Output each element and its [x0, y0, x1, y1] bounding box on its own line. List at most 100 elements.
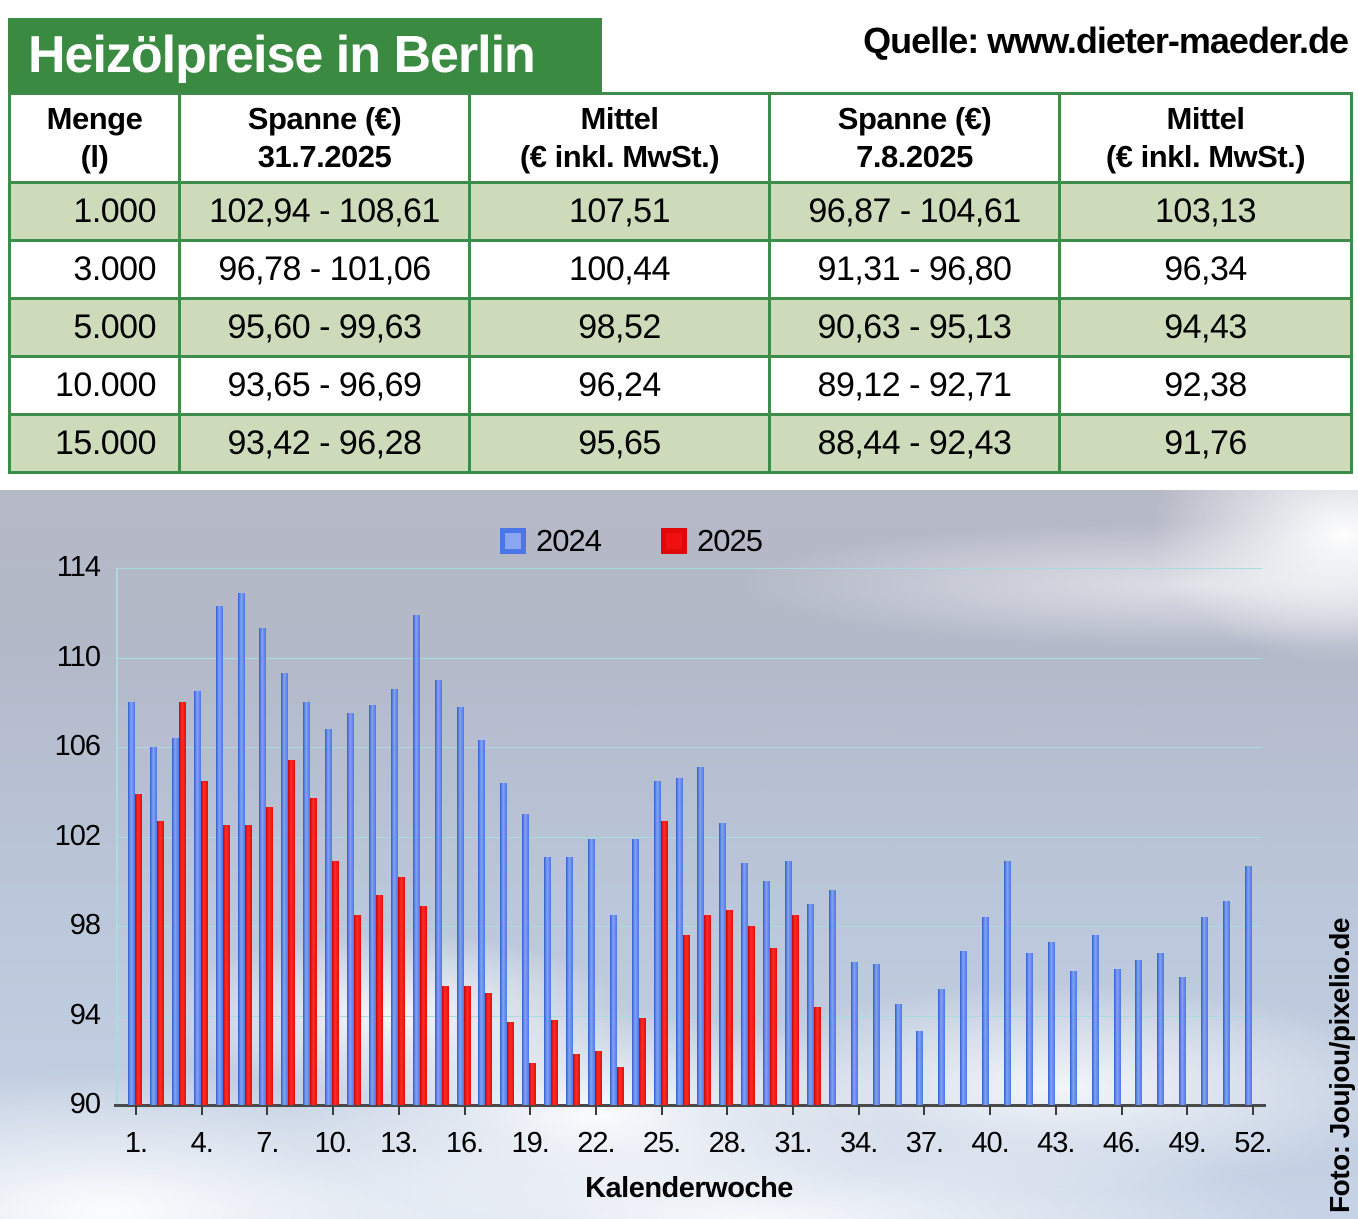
x-tick-40 — [989, 1106, 992, 1115]
x-tick-label-22: 22. — [577, 1127, 615, 1159]
y-tick-label-110: 110 — [56, 640, 101, 673]
x-tick-52 — [1251, 1106, 1254, 1115]
bar-2024-week-48 — [1157, 952, 1165, 1105]
table-cell: 5.000 — [8, 297, 181, 358]
bar-2024-week-25 — [653, 780, 661, 1105]
x-tick-label-31: 31. — [774, 1127, 812, 1159]
bar-2025-week-22 — [594, 1051, 602, 1105]
x-tick-label-40: 40. — [971, 1127, 1009, 1159]
table-cell: 89,12 - 92,71 — [768, 355, 1061, 416]
bar-2025-week-23 — [616, 1066, 624, 1105]
gridline-98 — [116, 926, 1262, 927]
col-header-line: Mittel — [580, 101, 659, 136]
x-tick-34 — [857, 1106, 860, 1115]
bar-2024-week-2 — [149, 747, 157, 1105]
x-tick-49 — [1186, 1106, 1189, 1115]
page-title: Heizölpreise in Berlin — [28, 26, 536, 84]
bar-2024-week-21 — [566, 856, 573, 1105]
photo-credit: Foto: Joujou/pixelio.de — [1324, 918, 1355, 1213]
bar-2024-week-31 — [785, 861, 792, 1105]
table-row: 15.000 93,42 - 96,28 95,65 88,44 - 92,43 91,… — [8, 413, 1353, 474]
bar-2024-week-37 — [916, 1031, 924, 1105]
legend-swatch-2024 — [500, 528, 526, 554]
bar-2025-week-27 — [704, 914, 712, 1105]
bar-2024-week-50 — [1201, 917, 1209, 1105]
bar-2025-week-3 — [178, 702, 186, 1105]
bar-2025-week-10 — [332, 861, 340, 1105]
price-table: Menge (l) Spanne (€) 31.7.2025 Mittel (€… — [8, 92, 1353, 474]
bar-2024-week-5 — [215, 606, 223, 1105]
table-row: 10.000 93,65 - 96,69 96,24 89,12 - 92,71 92,… — [8, 355, 1353, 416]
gridline-114 — [116, 568, 1262, 569]
x-tick-37 — [923, 1106, 926, 1115]
bar-2024-week-13 — [390, 688, 398, 1105]
bar-2025-week-28 — [726, 910, 734, 1105]
bar-2025-week-32 — [813, 1006, 821, 1105]
bar-2025-week-25 — [660, 820, 668, 1105]
x-tick-25 — [660, 1106, 663, 1115]
bar-2024-week-15 — [434, 679, 442, 1105]
x-tick-label-43: 43. — [1037, 1127, 1075, 1159]
bar-2025-week-4 — [200, 780, 208, 1105]
x-tick-label-34: 34. — [840, 1127, 878, 1159]
gridline-106 — [116, 747, 1262, 748]
x-tick-label-4: 4. — [190, 1127, 214, 1159]
bar-2025-week-19 — [529, 1062, 537, 1105]
table-cell: 102,94 - 108,61 — [178, 181, 471, 242]
x-tick-label-16: 16. — [445, 1127, 484, 1159]
x-tick-label-49: 49. — [1168, 1127, 1207, 1159]
table-row: 5.000 95,60 - 99,63 98,52 90,63 - 95,13 94,4… — [8, 297, 1353, 358]
bar-2024-week-28 — [719, 823, 727, 1105]
bar-2024-week-52 — [1244, 865, 1252, 1105]
col-header-line: (l) — [80, 139, 109, 174]
x-tick-label-37: 37. — [905, 1127, 944, 1159]
col-header-menge: Menge (l) — [8, 92, 181, 184]
legend-label-2025: 2025 — [696, 523, 763, 558]
y-tick-label-106: 106 — [54, 730, 101, 762]
bar-2025-week-14 — [419, 905, 427, 1105]
legend-item-2025: 2025 — [660, 523, 763, 559]
bar-2024-week-14 — [412, 615, 420, 1105]
x-tick-label-46: 46. — [1102, 1127, 1141, 1159]
table-cell: 1.000 — [8, 181, 181, 242]
bar-2024-week-19 — [522, 814, 530, 1105]
x-tick-7 — [266, 1106, 269, 1115]
price-table-header: Menge (l) Spanne (€) 31.7.2025 Mittel (€… — [8, 92, 1353, 184]
bar-2025-week-12 — [375, 894, 383, 1105]
bar-2024-week-44 — [1069, 970, 1077, 1105]
col-header-line: (€ inkl. MwSt.) — [1105, 139, 1306, 174]
x-tick-label-25: 25. — [642, 1127, 681, 1159]
bar-2024-week-12 — [368, 704, 376, 1105]
table-cell: 96,87 - 104,61 — [768, 181, 1061, 242]
table-cell: 95,65 — [468, 413, 771, 474]
col-header-line: Menge — [46, 101, 143, 136]
x-tick-label-52: 52. — [1234, 1127, 1272, 1159]
bar-2024-week-45 — [1091, 934, 1099, 1105]
legend-label-2024: 2024 — [536, 523, 602, 558]
col-header-spanne-1: Spanne (€) 31.7.2025 — [178, 92, 471, 184]
legend-item-2024: 2024 — [500, 523, 602, 559]
table-cell: 92,38 — [1058, 355, 1353, 416]
col-header-mittel-1: Mittel (€ inkl. MwSt.) — [468, 92, 771, 184]
table-cell: 88,44 - 92,43 — [768, 413, 1061, 474]
x-tick-label-19: 19. — [511, 1127, 550, 1159]
x-tick-22 — [594, 1106, 597, 1115]
col-header-line: Mittel — [1166, 101, 1245, 136]
bar-2024-week-18 — [500, 782, 508, 1105]
bar-2024-week-8 — [281, 673, 289, 1105]
bar-2024-week-46 — [1113, 968, 1121, 1105]
bar-2024-week-38 — [938, 988, 946, 1105]
bar-2024-week-17 — [478, 740, 486, 1105]
x-tick-46 — [1120, 1106, 1123, 1115]
bar-2025-week-31 — [792, 914, 799, 1105]
x-tick-19 — [529, 1106, 532, 1115]
table-cell: 95,60 - 99,63 — [178, 297, 471, 358]
col-header-line: 7.8.2025 — [856, 139, 973, 174]
bar-2025-week-6 — [244, 825, 252, 1105]
bar-2025-week-18 — [507, 1022, 515, 1105]
table-cell: 96,78 - 101,06 — [178, 239, 471, 300]
bar-2024-week-33 — [828, 890, 836, 1105]
x-tick-label-7: 7. — [256, 1127, 279, 1159]
bar-2024-week-24 — [631, 838, 639, 1105]
bar-2024-week-36 — [894, 1004, 902, 1105]
